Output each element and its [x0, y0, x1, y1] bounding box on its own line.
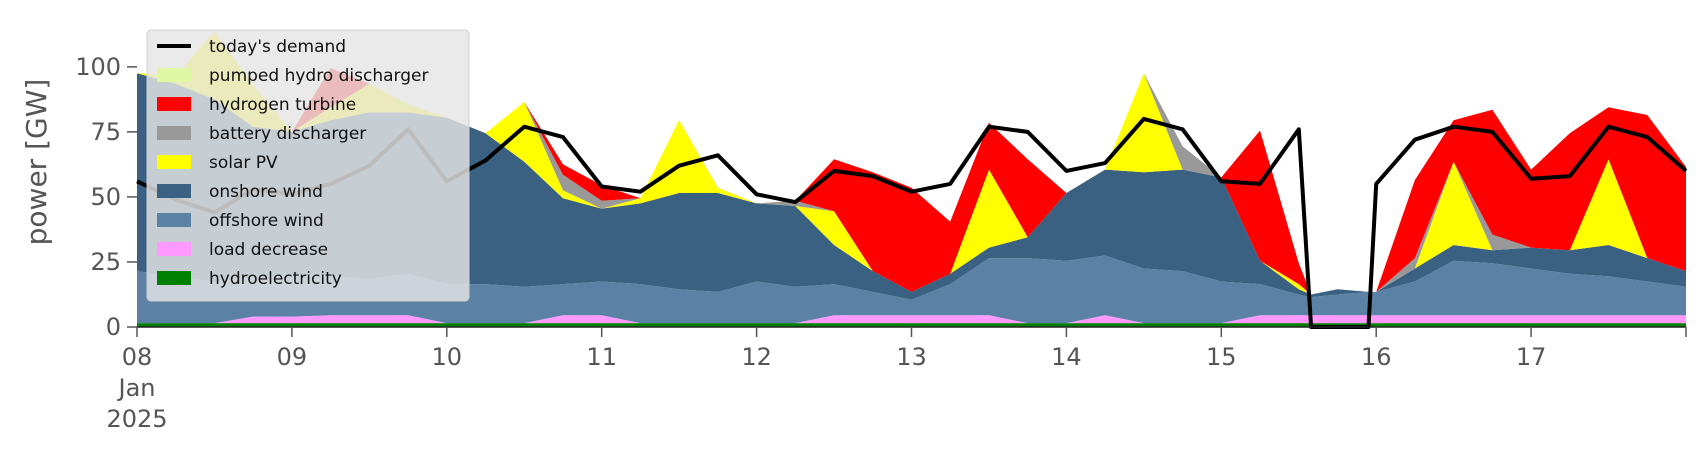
axes: 0 25 50 75 100 08 Jan 2025 09 10 11 12 13 14 15 16 17	[75, 53, 1687, 433]
x-tick-label: 08	[122, 343, 153, 371]
area-hydro	[137, 323, 1686, 327]
x-tick-label: 16	[1361, 343, 1392, 371]
y-tick-label: 50	[90, 183, 121, 211]
legend-label-onshore: onshore wind	[209, 182, 323, 202]
legend-swatch-pumped-hydro	[157, 68, 191, 82]
legend-label-hydro: hydroelectricity	[209, 269, 342, 289]
legend-swatch-onshore	[157, 184, 191, 198]
x-tick-label: 11	[586, 343, 617, 371]
x-tick-label: 14	[1051, 343, 1082, 371]
legend-swatch-hydrogen-turbine	[157, 97, 191, 111]
legend-box	[146, 29, 470, 302]
legend-label-load-decrease: load decrease	[209, 240, 328, 260]
area-offshore	[137, 255, 1686, 324]
legend-label-battery: battery discharger	[209, 124, 366, 144]
legend-swatch-offshore	[157, 213, 191, 227]
legend-label-hydrogen-turbine: hydrogen turbine	[209, 95, 356, 115]
x-tick-label: 10	[432, 343, 463, 371]
legend-label-pumped-hydro: pumped hydro discharger	[209, 66, 428, 86]
x-tick-label: 17	[1516, 343, 1547, 371]
legend: today's demand pumped hydro discharger hyd…	[146, 29, 470, 302]
x-tick-label: 15	[1206, 343, 1237, 371]
legend-swatch-solar	[157, 155, 191, 169]
area-load-decrease	[137, 315, 1686, 324]
legend-swatch-hydro	[157, 271, 191, 285]
stacked-areas	[137, 31, 1686, 327]
legend-label-offshore: offshore wind	[209, 211, 324, 231]
x-tick-year-label: 2025	[106, 405, 167, 433]
y-tick-label: 25	[90, 248, 121, 276]
area-hydrogen-turbine	[137, 31, 1686, 295]
x-tick-label: 09	[277, 343, 308, 371]
legend-label-todays-demand: today's demand	[209, 37, 346, 57]
legend-swatch-load-decrease	[157, 242, 191, 256]
legend-swatch-battery	[157, 126, 191, 140]
y-tick-label: 0	[106, 313, 121, 341]
legend-label-solar: solar PV	[209, 153, 278, 173]
x-tick-label: 12	[741, 343, 772, 371]
x-tick-month-label: Jan	[117, 374, 156, 402]
x-tick-label: 13	[896, 343, 927, 371]
y-tick-label: 100	[75, 53, 121, 81]
area-onshore	[137, 73, 1686, 300]
y-axis-label: power [GW]	[20, 79, 53, 246]
y-tick-label: 75	[90, 118, 121, 146]
